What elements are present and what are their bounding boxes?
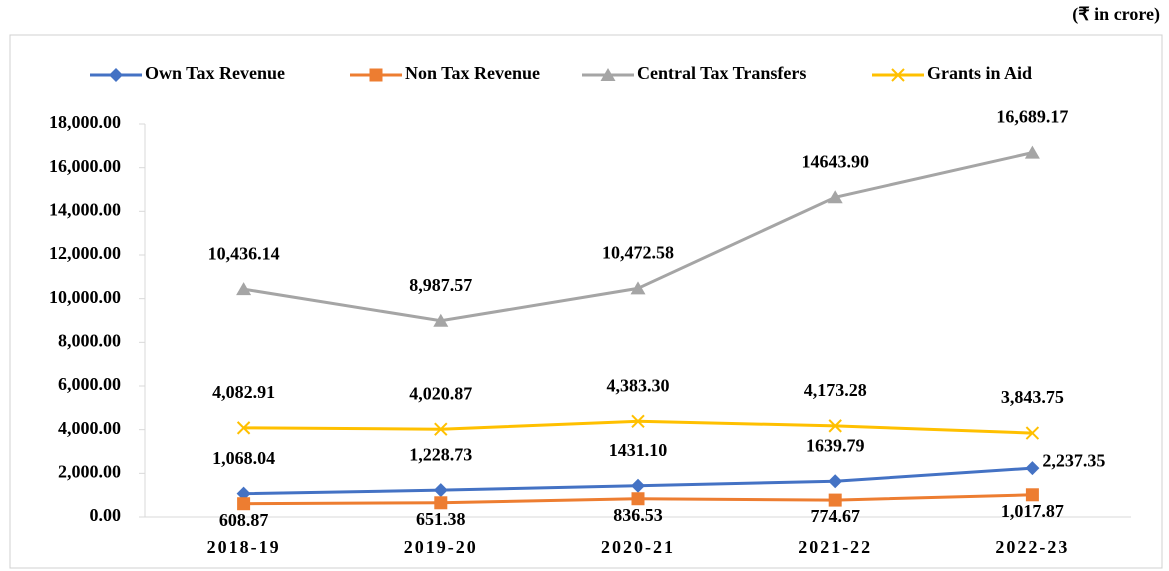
data-label: 16,689.17 (996, 107, 1068, 127)
chart-frame (9, 34, 1163, 569)
x-tick-label: 2022-23 (995, 537, 1069, 557)
data-label: 651.38 (416, 509, 466, 529)
legend-label: Own Tax Revenue (145, 63, 285, 83)
y-tick-label: 0.00 (90, 505, 122, 525)
data-point (1025, 426, 1040, 440)
data-point (828, 493, 842, 507)
data-label: 774.67 (810, 506, 860, 526)
data-label: 1,017.87 (1001, 501, 1064, 521)
chart-subtitle: (₹ in crore) (1072, 4, 1160, 25)
data-point (237, 497, 251, 511)
legend-marker (600, 68, 616, 81)
data-point (630, 281, 646, 295)
y-tick-label: 6,000.00 (58, 374, 121, 394)
data-label: 14643.90 (801, 151, 869, 171)
legend-label: Grants in Aid (927, 63, 1032, 83)
data-point (631, 414, 645, 429)
y-tick-label: 2,000.00 (58, 461, 121, 481)
data-label: 10,472.58 (602, 242, 674, 262)
data-label: 8,987.57 (409, 275, 472, 295)
data-point (236, 282, 252, 296)
data-label: 1,068.04 (212, 448, 275, 468)
data-point (1025, 461, 1040, 476)
data-label: 1,228.73 (409, 444, 472, 464)
data-label: 10,436.14 (208, 243, 280, 263)
data-label: 608.87 (219, 510, 269, 530)
legend-label: Non Tax Revenue (405, 63, 540, 83)
data-point (631, 492, 645, 506)
data-point (631, 478, 645, 493)
data-point (236, 421, 251, 435)
data-point (828, 419, 842, 433)
data-label: 4,173.28 (804, 380, 867, 400)
data-label: 836.53 (613, 505, 663, 525)
legend-label: Central Tax Transfers (637, 63, 806, 83)
data-label: 2,237.35 (1042, 450, 1105, 470)
data-point (236, 486, 251, 501)
legend-marker (891, 68, 905, 82)
x-tick-label: 2021-22 (798, 537, 872, 557)
data-label: 4,383.30 (607, 375, 670, 395)
y-tick-label: 8,000.00 (58, 330, 121, 350)
data-point (434, 422, 448, 436)
data-point (433, 483, 448, 498)
x-tick-label: 2019-20 (404, 537, 478, 557)
data-label: 4,020.87 (409, 383, 472, 403)
x-tick-label: 2020-21 (601, 537, 675, 557)
y-tick-label: 14,000.00 (49, 199, 121, 219)
y-tick-label: 12,000.00 (49, 243, 121, 263)
x-tick-label: 2018-19 (207, 537, 281, 557)
data-label: 3,843.75 (1001, 387, 1064, 407)
data-point (827, 190, 843, 204)
y-tick-label: 10,000.00 (49, 287, 121, 307)
data-point (434, 496, 448, 510)
y-tick-label: 4,000.00 (58, 418, 121, 438)
data-point (433, 313, 449, 327)
y-tick-label: 18,000.00 (49, 112, 121, 132)
data-point (1024, 145, 1040, 159)
data-label: 1639.79 (806, 435, 865, 455)
data-label: 1431.10 (609, 440, 668, 460)
data-point (828, 474, 843, 489)
legend-marker (109, 68, 123, 82)
legend-marker (369, 68, 383, 82)
data-point (1025, 488, 1039, 502)
y-tick-label: 16,000.00 (49, 156, 121, 176)
data-label: 4,082.91 (212, 382, 275, 402)
